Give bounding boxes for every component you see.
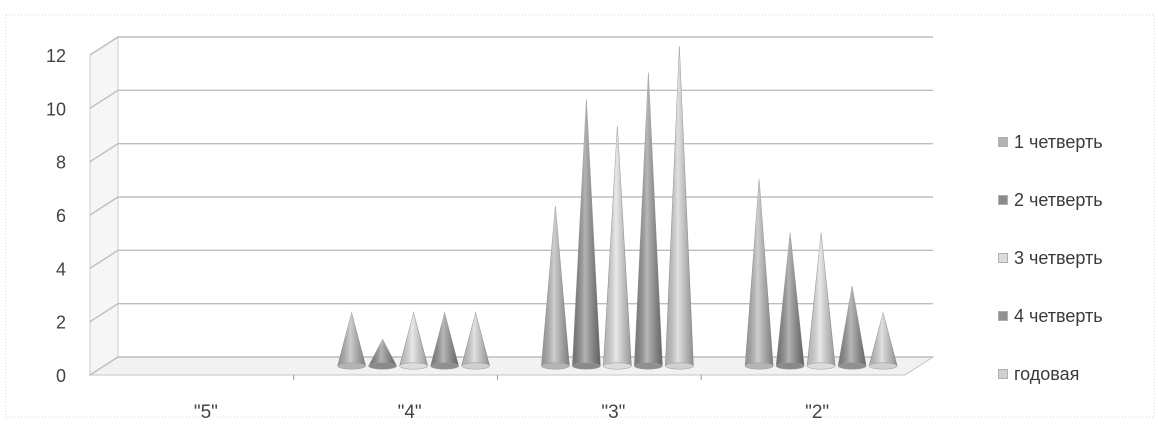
x-tick-label: "4" [398,402,422,423]
cone-mark [541,205,570,370]
legend-swatch [998,253,1008,263]
legend-label: 1 четверть [1014,132,1103,152]
legend-item: 2 четверть [998,186,1158,244]
gridline [89,302,933,323]
cone-mark [665,45,694,370]
legend-label: годовая [1014,364,1080,384]
legend: 1 четверть 2 четверть 3 четверть 4 четверть… [998,128,1158,418]
y-tick-label: 12 [46,46,66,66]
legend-swatch [998,311,1008,321]
gridline [89,89,933,109]
cone-mark [430,311,460,370]
legend-item: 4 четверть [998,302,1158,360]
y-tick-label: 10 [46,99,66,119]
legend-label: 3 четверть [1014,248,1103,268]
legend-swatch [998,369,1008,379]
cone-mark [837,285,867,370]
y-tick-label: 0 [56,366,66,386]
x-tick-label: "2" [805,402,829,423]
plot-area [337,45,898,370]
gridline [89,249,933,269]
legend-item: 3 четверть [998,244,1158,302]
cone-mark [868,311,898,370]
y-tick-label: 4 [56,259,66,279]
cone-mark [634,72,663,370]
cone-mark [572,99,601,370]
cone-mark [461,311,491,370]
y-tick-label: 6 [56,206,66,226]
x-tick-label: "5" [194,402,218,423]
x-axis: "5" "4" "3" "2" [194,375,829,423]
y-tick-label: 2 [56,313,66,333]
gridline [89,196,933,216]
cone-mark [744,179,774,370]
cone-mark [775,232,805,370]
cone-mark [603,125,632,370]
x-tick-label: "3" [601,402,625,423]
floor [88,356,935,376]
plot-walls [88,36,935,376]
legend-label: 2 четверть [1014,190,1103,210]
gridline [89,36,933,56]
chart-border [5,14,1155,418]
cone-mark [806,232,836,370]
gridlines [89,36,933,376]
cone-mark [337,311,367,370]
y-tick-label: 8 [56,153,66,173]
gridline [89,142,933,163]
legend-item: годовая [998,360,1158,418]
legend-item: 1 четверть [998,128,1158,186]
legend-label: 4 четверть [1014,306,1103,326]
cone-mark [368,338,398,370]
legend-swatch [998,195,1008,205]
y-axis: 0 2 4 6 8 10 12 [46,46,66,386]
cone-mark [399,311,429,370]
legend-swatch [998,137,1008,147]
